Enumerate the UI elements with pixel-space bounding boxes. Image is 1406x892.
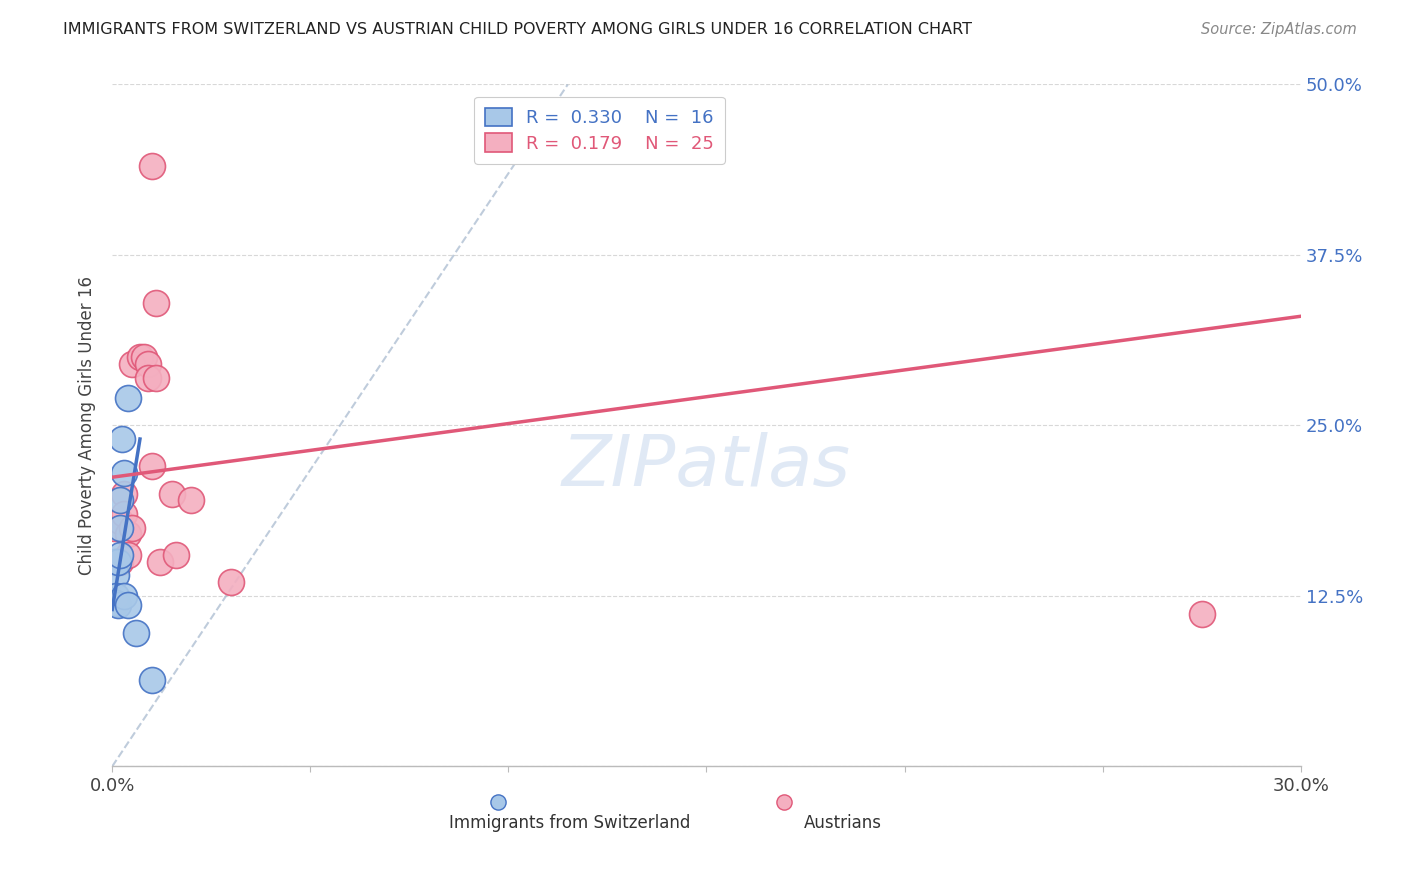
Point [108, 514, 131, 528]
Point [105, 596, 128, 610]
Point [111, 432, 134, 446]
Point [149, 555, 172, 569]
Point [145, 370, 167, 384]
Legend: R =  0.330    N =  16, R =  0.179    N =  25: R = 0.330 N = 16, R = 0.179 N = 25 [474, 97, 725, 163]
Point [105, 568, 128, 582]
Point [107, 555, 129, 569]
Point [107, 599, 129, 613]
Text: Immigrants from Switzerland: Immigrants from Switzerland [449, 814, 690, 832]
Point [125, 625, 148, 640]
Point [160, 486, 183, 500]
Text: ZIPatlas: ZIPatlas [562, 432, 851, 500]
Point [112, 589, 135, 603]
Point [136, 357, 159, 371]
Point [121, 521, 143, 535]
Point [117, 548, 139, 562]
Point [105, 596, 128, 610]
Point [136, 370, 159, 384]
Point [112, 466, 135, 480]
Text: Austrians: Austrians [804, 814, 882, 832]
Point [108, 548, 131, 562]
Text: Source: ZipAtlas.com: Source: ZipAtlas.com [1201, 22, 1357, 37]
Point [145, 295, 167, 310]
Point [117, 599, 139, 613]
Point [129, 350, 152, 364]
Point [105, 589, 128, 603]
Point [141, 673, 163, 688]
Point [180, 493, 202, 508]
Point [141, 159, 163, 173]
Point [108, 521, 131, 535]
Point [132, 350, 155, 364]
Point [112, 507, 135, 521]
Point [103, 555, 125, 569]
Text: IMMIGRANTS FROM SWITZERLAND VS AUSTRIAN CHILD POVERTY AMONG GIRLS UNDER 16 CORRE: IMMIGRANTS FROM SWITZERLAND VS AUSTRIAN … [63, 22, 973, 37]
Point [219, 575, 242, 590]
Point [1389, 830, 1406, 845]
Point [121, 357, 143, 371]
Point [108, 493, 131, 508]
Point [117, 527, 139, 541]
Point [105, 555, 128, 569]
Point [103, 521, 125, 535]
Point [108, 555, 131, 569]
Point [117, 391, 139, 405]
Point [165, 548, 187, 562]
Point [112, 486, 135, 500]
Y-axis label: Child Poverty Among Girls Under 16: Child Poverty Among Girls Under 16 [79, 276, 96, 574]
Point [1191, 607, 1213, 621]
Point [141, 459, 163, 474]
